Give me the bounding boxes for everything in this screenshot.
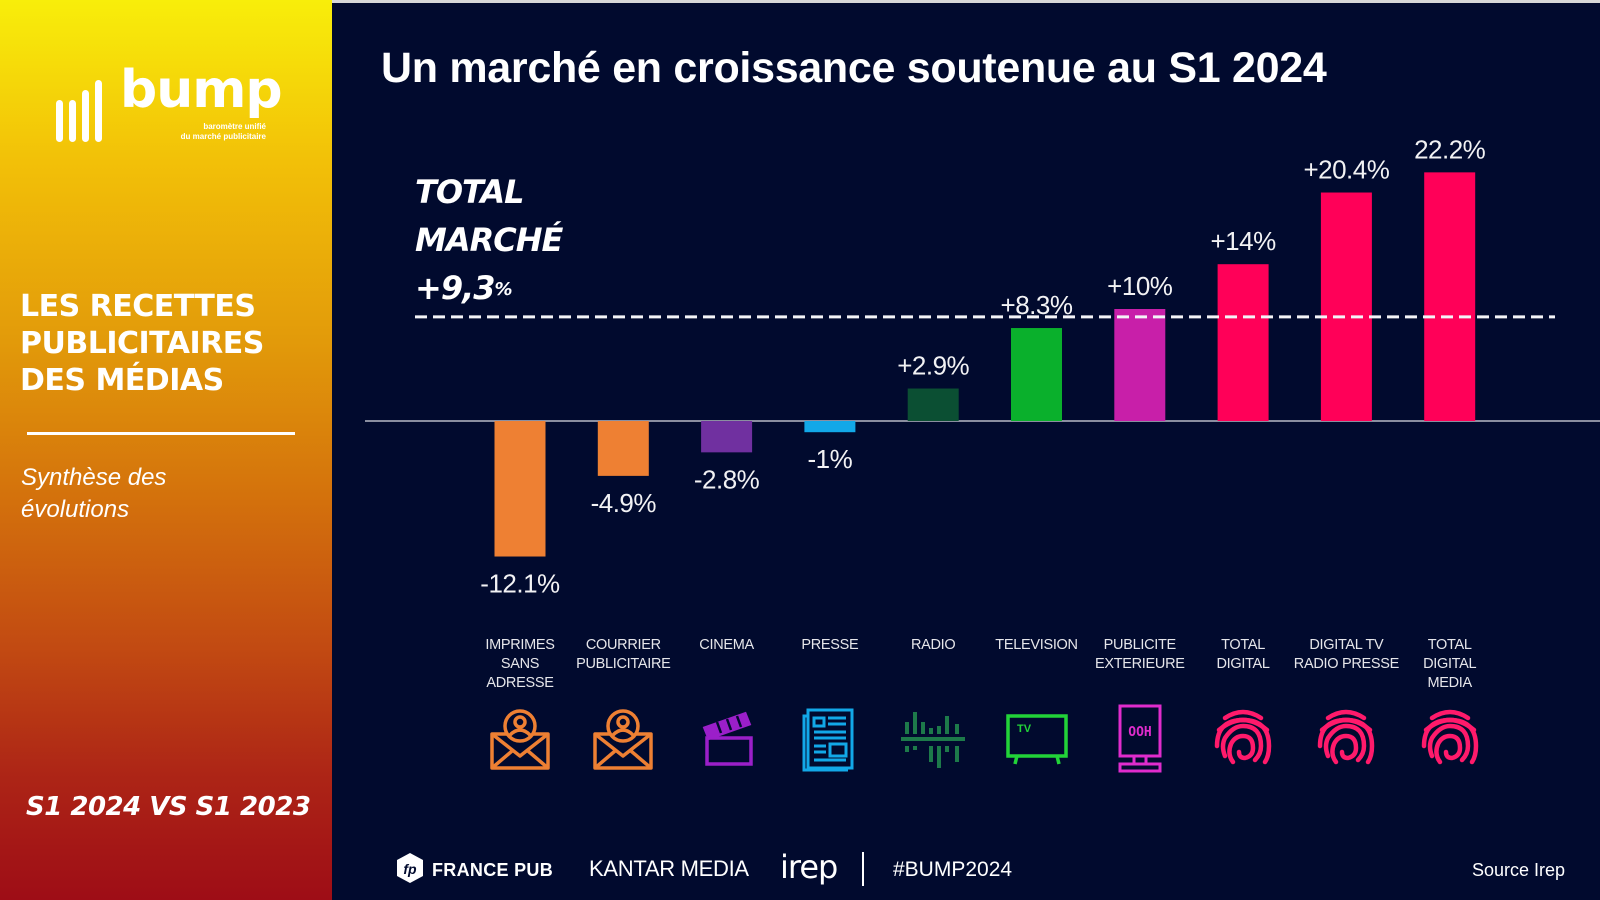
data-label: -12.1%: [480, 569, 560, 599]
bar: [1424, 172, 1476, 421]
source-note: Source Irep: [1472, 860, 1566, 880]
bar: [597, 421, 649, 476]
category-label: IMPRIMES SANS ADRESSE: [485, 637, 555, 691]
total-line: MARCHÉ: [415, 221, 563, 259]
bump-wordmark: bump: [120, 60, 283, 120]
mail-person-icon: [488, 704, 552, 774]
fingerprint-icon: [1314, 704, 1378, 774]
bar: [701, 421, 753, 453]
fingerprint-icon: [1418, 704, 1482, 774]
period-label: S1 2024 VS S1 2023: [26, 792, 311, 822]
footer-separator: [862, 852, 864, 886]
sidebar-divider: [27, 432, 295, 435]
france-pub-text: FRANCE PUB: [432, 860, 554, 880]
svg-text:fp: fp: [403, 861, 417, 877]
category-label: RADIO: [910, 637, 956, 653]
sidebar: bump baromètre unifié du marché publicit…: [0, 0, 332, 900]
bar: [907, 388, 959, 421]
clapperboard-icon: [695, 704, 759, 774]
bump-tagline-2: du marché publicitaire: [180, 132, 266, 141]
data-label: +14%: [1210, 226, 1276, 256]
france-pub-logo-icon: fp: [395, 852, 425, 884]
page-title: Un marché en croissance soutenue au S1 2…: [381, 44, 1327, 92]
total-marche-annotation: TOTAL MARCHÉ +9,3%: [415, 168, 563, 312]
total-line: TOTAL: [415, 173, 525, 211]
data-label: 22.2%: [1414, 134, 1486, 164]
category-label: PUBLICITE EXTERIEURE: [1094, 637, 1185, 672]
category-label: TELEVISION: [995, 637, 1078, 653]
hashtag: #BUMP2024: [893, 858, 1013, 881]
subtitle-line: évolutions: [21, 496, 130, 523]
heading-line: LES RECETTES: [20, 289, 256, 324]
category-label: COURRIER PUBLICITAIRE: [576, 637, 671, 672]
total-value: +9,3%: [415, 269, 513, 307]
bar: [1217, 264, 1269, 421]
category-label: DIGITAL TV RADIO PRESSE: [1293, 637, 1399, 672]
subtitle-line: Synthèse des: [21, 464, 167, 491]
heading-line: DES MÉDIAS: [20, 363, 224, 398]
data-label: -1%: [808, 444, 853, 474]
top-border: [332, 0, 1600, 3]
heading-line: PUBLICITAIRES: [20, 326, 264, 361]
data-label: +8.3%: [1001, 290, 1073, 320]
newspaper-icon: [798, 704, 862, 774]
mail-person-icon: [591, 704, 655, 774]
bar: [1114, 309, 1166, 421]
sidebar-subtitle: Synthèse des évolutions: [21, 462, 166, 526]
irep-logo: irep: [780, 848, 838, 886]
bar: [1011, 328, 1062, 421]
tv-icon: TV: [1005, 704, 1069, 774]
category-label: TOTAL DIGITAL MEDIA: [1423, 637, 1477, 691]
data-label: -2.8%: [694, 464, 760, 494]
bump-logo: bump baromètre unifié du marché publicit…: [56, 60, 283, 142]
category-label: TOTAL DIGITAL: [1216, 637, 1270, 672]
svg-text:TV: TV: [1017, 723, 1032, 735]
data-label: +20.4%: [1303, 155, 1389, 185]
radio-wave-icon: [901, 704, 966, 774]
data-label: +2.9%: [897, 351, 969, 381]
kantar-media-logo: KANTAR MEDIA: [589, 856, 749, 881]
bump-tagline-1: baromètre unifié: [203, 122, 266, 131]
ooh-billboard-icon: OOH: [1108, 704, 1172, 774]
bar: [494, 421, 546, 557]
bar: [1320, 192, 1372, 421]
data-label: +10%: [1107, 271, 1173, 301]
category-label: PRESSE: [801, 637, 859, 653]
bar: [804, 421, 856, 433]
svg-text:OOH: OOH: [1128, 725, 1151, 740]
sidebar-heading: LES RECETTES PUBLICITAIRES DES MÉDIAS: [20, 288, 264, 399]
data-label: -4.9%: [591, 488, 657, 518]
fingerprint-icon: [1211, 704, 1275, 774]
category-label: CINEMA: [699, 637, 754, 653]
